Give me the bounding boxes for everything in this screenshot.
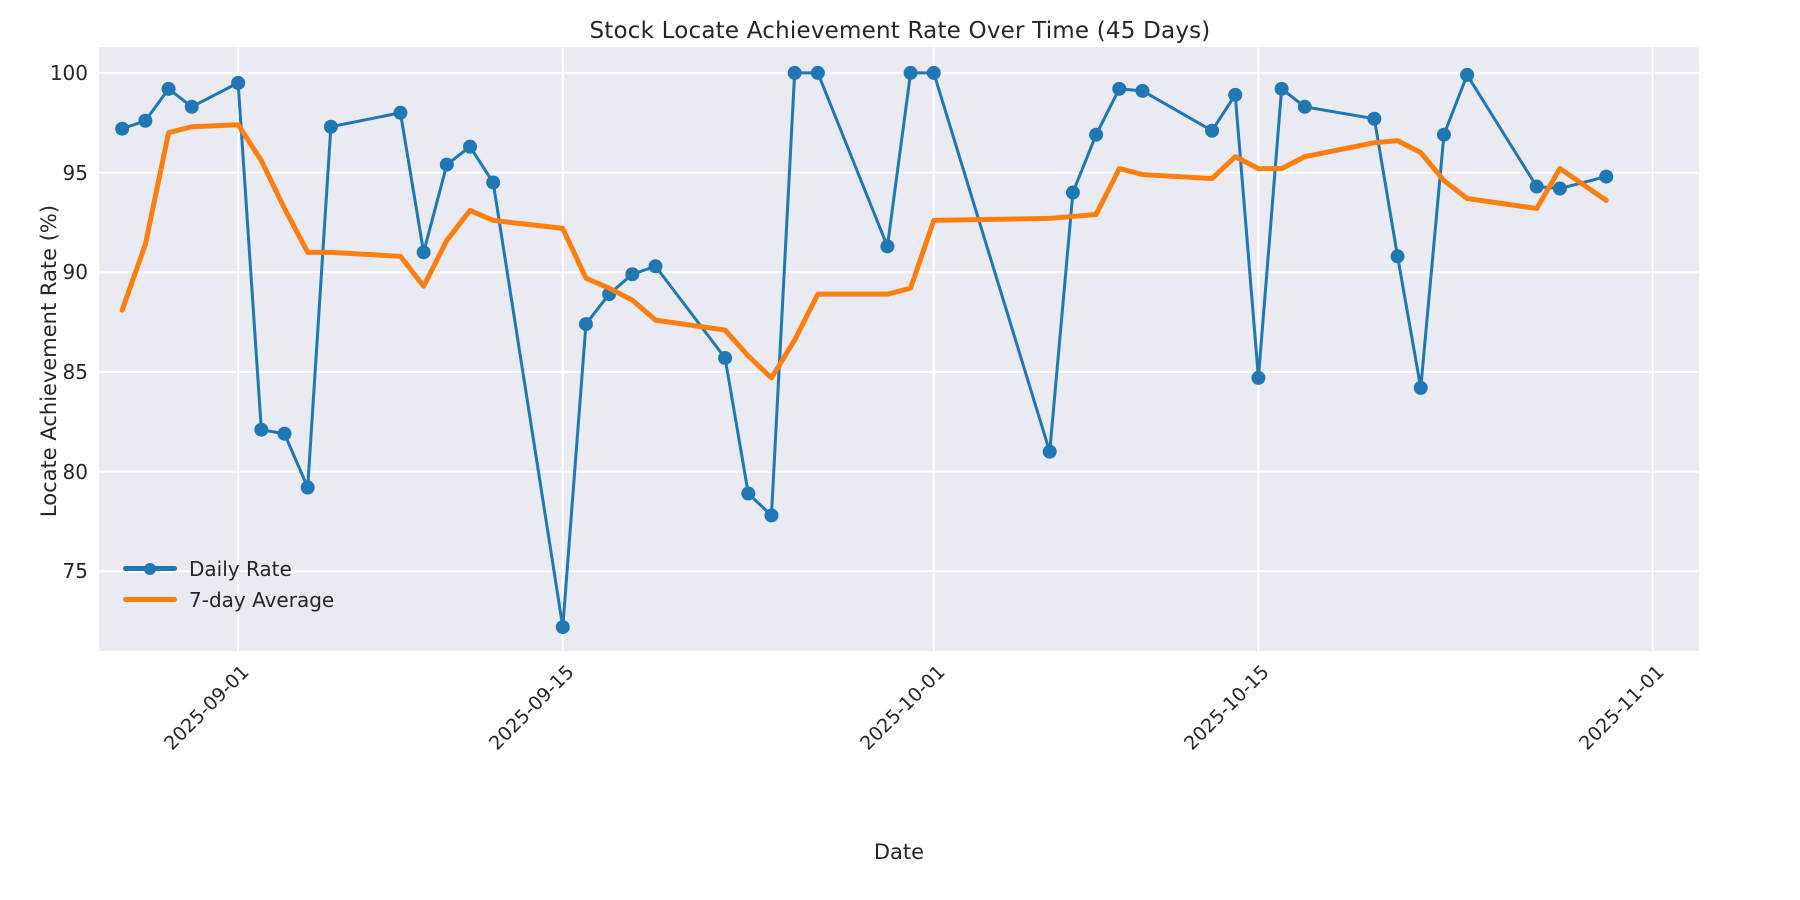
data-point xyxy=(323,119,338,134)
series-line-daily-rate xyxy=(120,71,1608,629)
data-point xyxy=(648,259,663,274)
data-point xyxy=(486,175,501,190)
data-point xyxy=(1367,111,1382,126)
data-point xyxy=(1205,123,1220,138)
legend-item-daily-rate[interactable]: Daily Rate xyxy=(123,553,334,584)
data-point xyxy=(880,239,895,254)
data-point xyxy=(1436,127,1451,142)
data-point xyxy=(1065,185,1080,200)
data-point xyxy=(300,480,315,495)
y-tick-85: 85 xyxy=(62,359,88,384)
data-point xyxy=(764,508,779,523)
data-point xyxy=(463,139,478,154)
legend-swatch-daily-rate xyxy=(123,557,177,581)
data-point xyxy=(1089,127,1104,142)
x-axis-label: Date xyxy=(873,840,925,864)
data-point xyxy=(231,75,246,90)
data-point xyxy=(416,245,431,260)
series-line-7-day-average xyxy=(119,122,1609,381)
data-point xyxy=(1228,87,1243,102)
data-point xyxy=(1390,249,1405,264)
data-point xyxy=(1552,181,1567,196)
data-point xyxy=(115,121,130,136)
data-point xyxy=(787,65,802,80)
gridlines xyxy=(99,47,1699,651)
data-point xyxy=(1112,81,1127,96)
data-point xyxy=(161,81,176,96)
data-point xyxy=(718,350,733,365)
data-point xyxy=(1135,83,1150,98)
data-point xyxy=(1274,81,1289,96)
data-point xyxy=(741,486,756,501)
data-point xyxy=(138,113,153,128)
data-point xyxy=(1413,380,1428,395)
y-tick-90: 90 xyxy=(62,260,88,285)
legend-item-7-day-average[interactable]: 7-day Average xyxy=(123,584,334,615)
y-tick-75: 75 xyxy=(62,559,88,584)
page-title: Stock Locate Achievement Rate Over Time … xyxy=(589,18,1211,44)
data-point xyxy=(926,65,941,80)
data-point xyxy=(625,267,640,282)
series-layer xyxy=(115,65,1614,635)
data-point xyxy=(555,620,570,635)
legend-line-7-day-average xyxy=(123,597,177,602)
legend-label-7-day-average: 7-day Average xyxy=(189,587,335,612)
data-point xyxy=(393,105,408,120)
data-point xyxy=(1297,99,1312,114)
data-point xyxy=(1042,444,1057,459)
data-point xyxy=(1251,370,1266,385)
data-point xyxy=(578,317,593,332)
data-point xyxy=(1529,179,1544,194)
data-point xyxy=(277,426,292,441)
data-point xyxy=(184,99,199,114)
y-axis-label: Locate Achievement Rate (%) xyxy=(37,204,61,518)
plot-area: Daily Rate 7-day Average xyxy=(99,47,1699,651)
legend-marker-daily-rate xyxy=(144,562,156,575)
data-point xyxy=(439,157,454,172)
plot-svg xyxy=(99,47,1699,651)
y-tick-80: 80 xyxy=(62,459,88,484)
legend: Daily Rate 7-day Average xyxy=(113,547,344,623)
y-tick-95: 95 xyxy=(62,160,88,185)
data-point xyxy=(254,422,269,437)
data-point xyxy=(810,65,825,80)
data-point xyxy=(1460,67,1475,82)
legend-swatch-7-day-average xyxy=(123,588,177,612)
data-point xyxy=(903,65,918,80)
data-point xyxy=(1599,169,1614,184)
legend-label-daily-rate: Daily Rate xyxy=(189,556,292,581)
y-tick-100: 100 xyxy=(49,60,88,85)
